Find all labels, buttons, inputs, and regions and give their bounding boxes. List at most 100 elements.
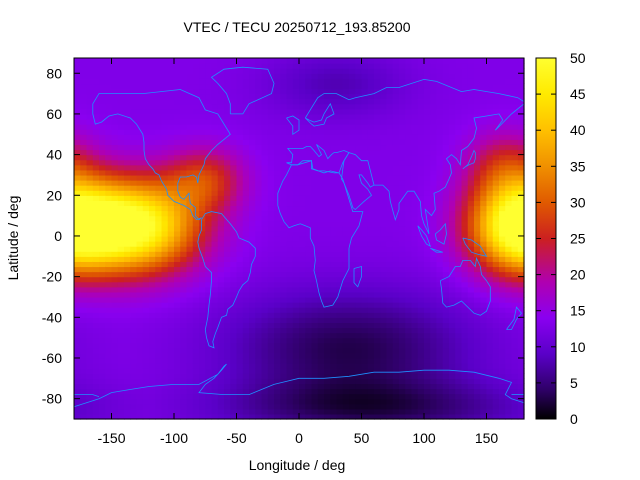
heatmap-cell bbox=[311, 124, 319, 130]
heatmap-cell bbox=[199, 271, 206, 278]
heatmap-cell bbox=[442, 266, 450, 273]
heatmap-cell bbox=[374, 332, 381, 339]
heatmap-cell bbox=[499, 302, 506, 308]
heatmap-cell bbox=[274, 271, 281, 278]
heatmap-cell bbox=[274, 266, 281, 273]
heatmap-cell bbox=[174, 408, 181, 415]
heatmap-cell bbox=[380, 317, 388, 323]
heatmap-cell bbox=[499, 230, 506, 237]
heatmap-cell bbox=[449, 368, 456, 374]
heatmap-cell bbox=[155, 327, 163, 334]
heatmap-cell bbox=[436, 266, 444, 273]
heatmap-cell bbox=[136, 291, 144, 298]
heatmap-cell bbox=[74, 220, 81, 227]
heatmap-cell bbox=[174, 230, 181, 237]
heatmap-cell bbox=[392, 286, 400, 293]
heatmap-cell bbox=[117, 312, 125, 318]
heatmap-cell bbox=[74, 124, 81, 130]
heatmap-cell bbox=[74, 322, 81, 329]
heatmap-cell bbox=[192, 119, 200, 125]
heatmap-cell bbox=[380, 413, 388, 420]
heatmap-cell bbox=[255, 246, 263, 252]
heatmap-cell bbox=[361, 58, 369, 64]
heatmap-cell bbox=[130, 83, 138, 90]
heatmap-cell bbox=[455, 83, 463, 90]
heatmap-cell bbox=[192, 230, 200, 237]
heatmap-cell bbox=[324, 261, 331, 268]
heatmap-cell bbox=[142, 271, 150, 278]
heatmap-cell bbox=[224, 119, 231, 125]
heatmap-cell bbox=[436, 322, 444, 329]
heatmap-cell bbox=[99, 398, 106, 405]
heatmap-cell bbox=[292, 113, 300, 120]
heatmap-cell bbox=[349, 271, 356, 278]
heatmap-cell bbox=[105, 205, 113, 212]
heatmap-cell bbox=[499, 124, 506, 130]
heatmap-cell bbox=[324, 256, 331, 262]
heatmap-cell bbox=[142, 108, 150, 115]
heatmap-cell bbox=[161, 58, 169, 64]
heatmap-cell bbox=[311, 291, 319, 298]
heatmap-cell bbox=[499, 63, 506, 69]
heatmap-cell bbox=[130, 159, 138, 166]
heatmap-cell bbox=[105, 363, 113, 369]
heatmap-cell bbox=[342, 352, 350, 359]
heatmap-cell bbox=[117, 200, 125, 207]
heatmap-cell bbox=[324, 78, 331, 85]
heatmap-cell bbox=[80, 286, 88, 293]
heatmap-cell bbox=[324, 230, 331, 237]
heatmap-cell bbox=[424, 134, 431, 140]
heatmap-cell bbox=[130, 93, 138, 100]
heatmap-cell bbox=[167, 103, 175, 110]
heatmap-cell bbox=[424, 373, 431, 379]
heatmap-cell bbox=[399, 210, 406, 217]
heatmap-cell bbox=[405, 230, 413, 237]
heatmap-cell bbox=[199, 373, 206, 379]
heatmap-cell bbox=[111, 352, 119, 359]
heatmap-cell bbox=[355, 103, 363, 110]
heatmap-cell bbox=[417, 291, 425, 298]
heatmap-cell bbox=[211, 388, 219, 395]
heatmap-cell bbox=[236, 373, 244, 379]
heatmap-cell bbox=[274, 98, 281, 105]
heatmap-cell bbox=[299, 88, 306, 95]
heatmap-cell bbox=[442, 159, 450, 166]
heatmap-cell bbox=[142, 393, 150, 400]
heatmap-cell bbox=[386, 139, 394, 146]
heatmap-cell bbox=[242, 108, 250, 115]
heatmap-cell bbox=[211, 281, 219, 288]
heatmap-cell bbox=[486, 215, 494, 222]
heatmap-cell bbox=[249, 251, 256, 257]
heatmap-cell bbox=[274, 302, 281, 308]
heatmap-cell bbox=[180, 144, 188, 151]
heatmap-cell bbox=[224, 276, 231, 283]
heatmap-cell bbox=[480, 312, 488, 318]
heatmap-cell bbox=[236, 317, 244, 323]
heatmap-cell bbox=[417, 190, 425, 196]
heatmap-cell bbox=[449, 164, 456, 171]
heatmap-cell bbox=[486, 378, 494, 384]
heatmap-cell bbox=[461, 296, 469, 303]
heatmap-cell bbox=[324, 164, 331, 171]
heatmap-cell bbox=[349, 337, 356, 344]
heatmap-cell bbox=[511, 378, 519, 384]
heatmap-cell bbox=[442, 312, 450, 318]
heatmap-cell bbox=[255, 276, 263, 283]
heatmap-cell bbox=[399, 241, 406, 247]
heatmap-cell bbox=[92, 93, 100, 100]
heatmap-cell bbox=[80, 139, 88, 146]
heatmap-cell bbox=[292, 332, 300, 339]
heatmap-cell bbox=[199, 108, 206, 115]
heatmap-cell bbox=[242, 342, 250, 349]
heatmap-cell bbox=[455, 78, 463, 85]
heatmap-cell bbox=[380, 302, 388, 308]
heatmap-cell bbox=[124, 332, 131, 339]
heatmap-cell bbox=[286, 312, 294, 318]
heatmap-cell bbox=[117, 317, 125, 323]
heatmap-cell bbox=[124, 337, 131, 344]
heatmap-cell bbox=[280, 378, 288, 384]
heatmap-cell bbox=[192, 352, 200, 359]
heatmap-cell bbox=[130, 312, 138, 318]
heatmap-cell bbox=[286, 200, 294, 207]
heatmap-cell bbox=[455, 317, 463, 323]
